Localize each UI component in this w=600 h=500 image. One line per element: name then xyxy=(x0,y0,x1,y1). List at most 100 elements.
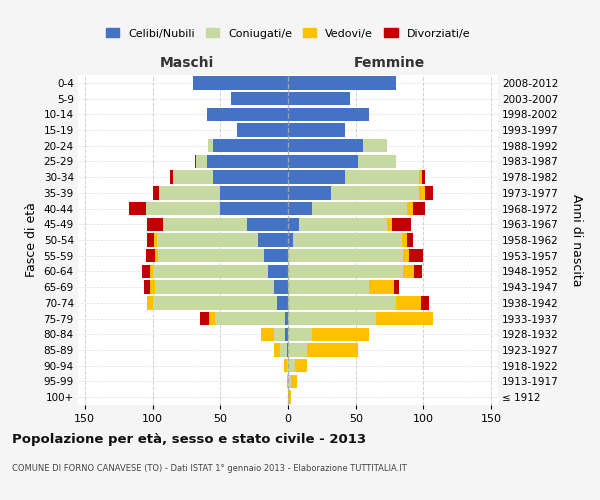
Bar xyxy=(288,328,313,341)
Bar xyxy=(288,280,369,294)
Bar xyxy=(288,312,376,325)
Bar xyxy=(277,296,288,310)
Bar xyxy=(369,280,394,294)
Bar xyxy=(403,264,414,278)
Bar xyxy=(207,155,288,168)
Bar xyxy=(288,234,293,246)
Bar xyxy=(413,202,425,215)
Bar xyxy=(425,186,433,200)
Bar xyxy=(284,359,287,372)
Bar xyxy=(152,186,159,200)
Bar xyxy=(157,234,258,246)
Bar xyxy=(331,186,419,200)
Bar xyxy=(358,155,397,168)
Bar xyxy=(291,375,298,388)
Bar xyxy=(392,218,411,231)
Bar xyxy=(196,155,207,168)
Bar xyxy=(285,312,288,325)
Bar xyxy=(285,328,288,341)
Bar xyxy=(258,234,288,246)
Bar xyxy=(288,76,397,90)
Text: Popolazione per età, sesso e stato civile - 2013: Popolazione per età, sesso e stato civil… xyxy=(12,432,366,446)
Bar xyxy=(376,312,433,325)
Bar xyxy=(209,312,215,325)
Bar xyxy=(288,344,307,356)
Bar xyxy=(214,139,288,152)
Bar xyxy=(274,344,280,356)
Bar xyxy=(422,170,425,184)
Bar xyxy=(288,264,403,278)
Bar xyxy=(173,170,214,184)
Bar xyxy=(295,359,307,372)
Text: Femmine: Femmine xyxy=(354,56,425,70)
Bar xyxy=(288,108,369,121)
Bar xyxy=(362,139,387,152)
Bar xyxy=(150,280,155,294)
Bar xyxy=(313,328,369,341)
Bar xyxy=(288,92,350,106)
Bar xyxy=(152,264,268,278)
Bar xyxy=(287,359,288,372)
Y-axis label: Fasce di età: Fasce di età xyxy=(25,202,38,278)
Bar xyxy=(288,124,345,136)
Bar xyxy=(345,170,419,184)
Bar xyxy=(407,234,413,246)
Text: Maschi: Maschi xyxy=(159,56,214,70)
Bar xyxy=(208,139,214,152)
Bar xyxy=(288,375,291,388)
Bar xyxy=(220,202,288,215)
Bar xyxy=(409,249,424,262)
Text: COMUNE DI FORNO CANAVESE (TO) - Dati ISTAT 1° gennaio 2013 - Elaborazione TUTTIT: COMUNE DI FORNO CANAVESE (TO) - Dati IST… xyxy=(12,464,407,473)
Bar xyxy=(142,264,150,278)
Bar xyxy=(154,234,157,246)
Bar xyxy=(293,234,402,246)
Bar xyxy=(150,264,152,278)
Bar xyxy=(263,249,288,262)
Legend: Celibi/Nubili, Coniugati/e, Vedovi/e, Divorziati/e: Celibi/Nubili, Coniugati/e, Vedovi/e, Di… xyxy=(101,24,475,43)
Bar xyxy=(147,218,163,231)
Bar xyxy=(407,202,413,215)
Bar xyxy=(207,108,288,121)
Bar xyxy=(152,296,277,310)
Bar xyxy=(307,344,358,356)
Bar xyxy=(147,234,154,246)
Bar xyxy=(419,170,422,184)
Bar xyxy=(274,280,288,294)
Bar xyxy=(280,344,287,356)
Bar xyxy=(236,124,288,136)
Bar xyxy=(170,170,173,184)
Bar xyxy=(288,296,397,310)
Bar xyxy=(215,312,285,325)
Bar xyxy=(146,202,220,215)
Bar xyxy=(313,202,407,215)
Bar xyxy=(403,249,409,262)
Bar xyxy=(287,344,288,356)
Bar xyxy=(261,328,274,341)
Bar xyxy=(402,234,407,246)
Bar xyxy=(146,249,155,262)
Bar xyxy=(163,218,247,231)
Bar xyxy=(155,249,158,262)
Bar xyxy=(419,186,425,200)
Bar xyxy=(288,359,295,372)
Bar xyxy=(231,92,288,106)
Bar xyxy=(387,218,392,231)
Bar xyxy=(288,249,403,262)
Bar xyxy=(274,328,285,341)
Bar xyxy=(155,280,274,294)
Bar xyxy=(268,264,288,278)
Bar xyxy=(214,170,288,184)
Y-axis label: Anni di nascita: Anni di nascita xyxy=(570,194,583,286)
Bar xyxy=(414,264,422,278)
Bar xyxy=(130,202,146,215)
Bar xyxy=(159,186,220,200)
Bar xyxy=(247,218,288,231)
Bar xyxy=(193,76,288,90)
Bar xyxy=(287,375,288,388)
Bar xyxy=(397,296,421,310)
Bar xyxy=(421,296,429,310)
Bar xyxy=(394,280,399,294)
Bar xyxy=(288,202,313,215)
Bar xyxy=(145,280,150,294)
Bar xyxy=(288,390,291,404)
